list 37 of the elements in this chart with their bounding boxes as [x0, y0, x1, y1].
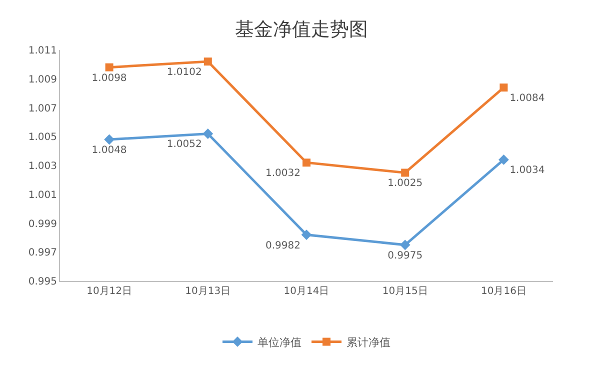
text: 0.999 [28, 218, 57, 230]
data-label: 0.9982 [266, 240, 300, 252]
point [301, 230, 312, 240]
text: 1.003 [28, 161, 57, 172]
text: 1.005 [28, 132, 57, 144]
x-tick-label: 10月12日 [86, 286, 132, 297]
point [401, 168, 410, 177]
text: 0.995 [28, 276, 57, 288]
data-label: 1.0102 [166, 67, 202, 78]
text: 1.009 [28, 74, 57, 86]
x-tick-label: 10月14日 [284, 286, 330, 297]
point [104, 134, 114, 145]
data-label: 1.0098 [92, 72, 127, 84]
point [498, 154, 509, 165]
data-label: 1.0084 [510, 93, 545, 104]
chart-title: 基金净值走势图 [235, 18, 368, 40]
point [105, 63, 114, 72]
text: 1.011 [28, 46, 57, 56]
data-label: 1.0048 [92, 145, 127, 156]
x-tick-label: 10月13日 [185, 286, 231, 297]
point [400, 240, 410, 250]
point [204, 58, 212, 66]
point [202, 128, 214, 139]
legend-label: 累计净值 [346, 336, 390, 349]
data-label: 0.9975 [388, 250, 423, 262]
data-label: 1.0034 [510, 165, 545, 176]
point [500, 84, 508, 92]
text: 0.997 [28, 248, 57, 259]
data-label: 1.0025 [388, 178, 423, 190]
legend-label: 单位净值 [258, 336, 302, 349]
data-label: 1.0032 [266, 168, 300, 180]
point [302, 158, 310, 167]
x-tick-label: 10月15日 [382, 286, 428, 297]
text: 1.001 [28, 190, 57, 201]
x-tick-label: 10月16日 [480, 286, 526, 297]
data-label: 1.0052 [166, 139, 202, 150]
text: 1.007 [28, 103, 57, 114]
